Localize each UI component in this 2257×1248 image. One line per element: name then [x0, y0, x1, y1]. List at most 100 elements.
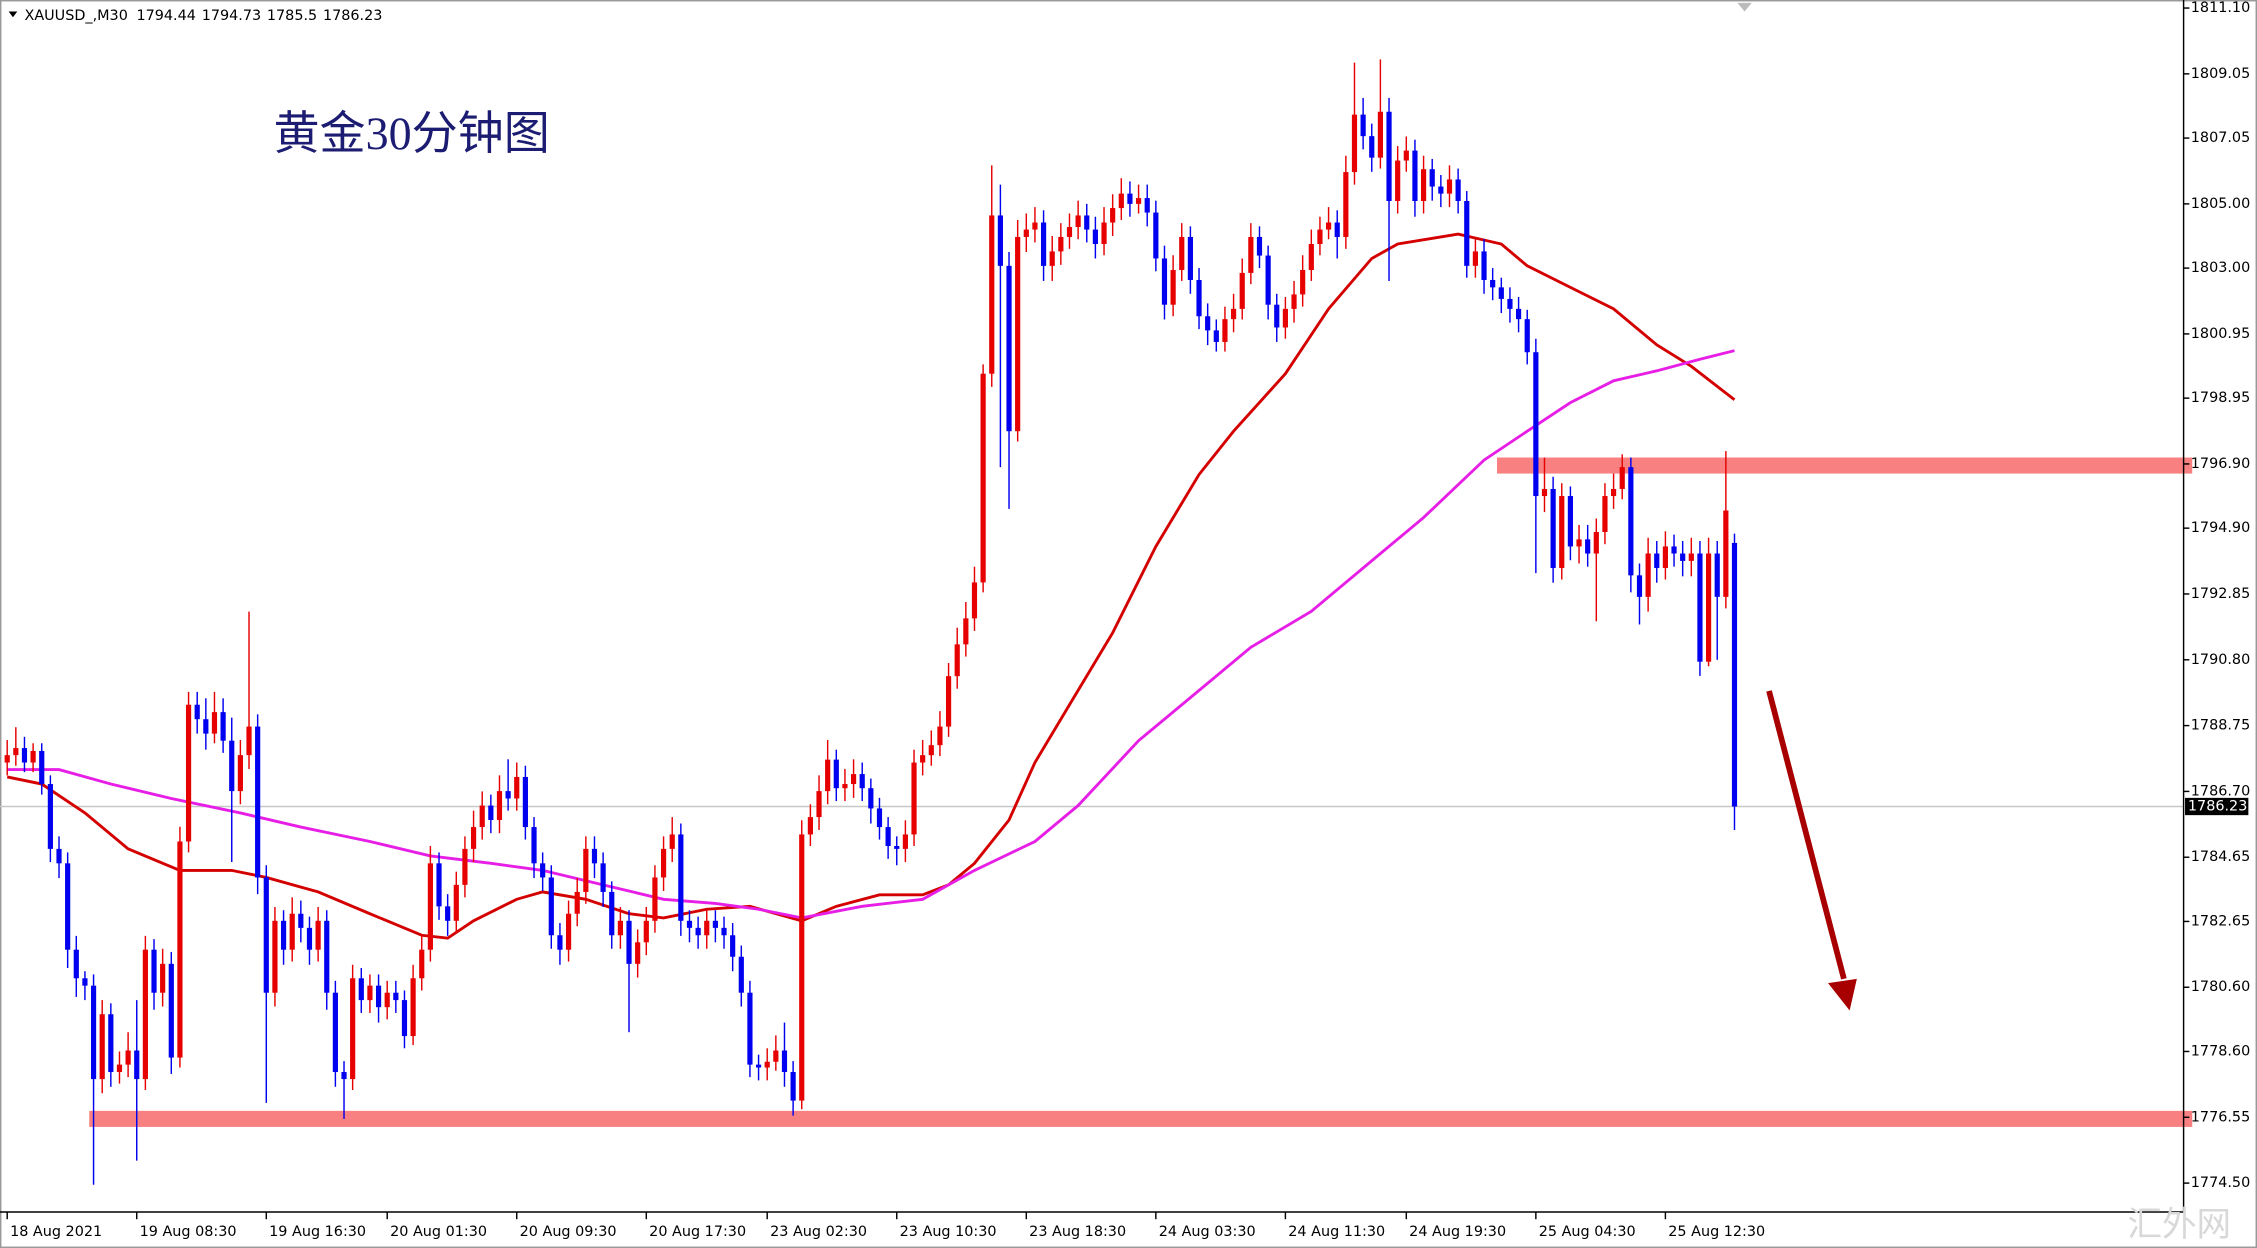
candle-body	[237, 755, 243, 792]
candle-body	[876, 808, 883, 828]
candle-body	[1196, 279, 1202, 317]
candle-body	[583, 848, 589, 892]
open-value: 1794.44	[136, 8, 195, 24]
candle-body	[1680, 553, 1686, 561]
x-tick-label: 20 Aug 17:30	[649, 1224, 746, 1240]
candle-body	[194, 704, 200, 720]
y-tick-label: 1790.80	[2191, 652, 2250, 668]
candle-body	[522, 776, 528, 828]
candle-body	[1101, 222, 1107, 245]
x-tick-label: 23 Aug 18:30	[1029, 1224, 1126, 1240]
candle-body	[773, 1050, 779, 1062]
candle-body	[712, 920, 718, 928]
symbol-header: XAUUSD_,M30 1794.44 1794.73 1785.5 1786.23	[24, 8, 382, 24]
candle-body	[99, 1014, 105, 1080]
candle-body	[280, 920, 287, 950]
candle-body	[1429, 169, 1435, 187]
candle-body	[600, 863, 606, 892]
x-tick-label: 25 Aug 12:30	[1668, 1224, 1765, 1240]
candle-body	[315, 920, 321, 950]
candle-body	[963, 618, 969, 645]
candle-body	[419, 949, 425, 979]
candle-body	[514, 776, 520, 799]
candle-body	[1127, 193, 1133, 204]
candle-body	[306, 927, 313, 950]
candle-body	[1723, 510, 1729, 597]
close-value: 1786.23	[323, 8, 382, 24]
candle-body	[1593, 532, 1599, 554]
y-tick-label: 1784.65	[2191, 849, 2250, 865]
y-tick-label: 1807.05	[2191, 130, 2250, 146]
candle-body	[669, 834, 675, 849]
candle-body	[108, 1014, 114, 1073]
price-zone	[89, 1110, 2193, 1127]
candle-body	[997, 215, 1003, 266]
candle-body	[790, 1072, 796, 1101]
candle-body	[1619, 467, 1625, 489]
candle-body	[1049, 251, 1055, 266]
candle-body	[1714, 553, 1720, 597]
candle-body	[660, 848, 667, 878]
symbol: XAUUSD_,M30	[24, 8, 127, 24]
candle-body	[229, 740, 235, 792]
candle-body	[1705, 553, 1712, 662]
y-tick-label: 1774.50	[2191, 1175, 2250, 1191]
candle-body	[1084, 215, 1090, 230]
price-zone	[1496, 457, 2193, 474]
candle-body	[1317, 229, 1323, 245]
candle-body	[1058, 236, 1064, 252]
candle-body	[565, 913, 572, 950]
candle-body	[626, 920, 632, 964]
candle-body	[747, 992, 753, 1065]
chart-title: 黄金30分钟图	[273, 108, 549, 159]
candle-body	[1636, 575, 1643, 597]
candle-body	[1662, 546, 1668, 568]
candle-body	[479, 805, 485, 828]
candle-body	[1645, 553, 1651, 597]
candle-body	[807, 817, 813, 835]
candle-body	[911, 762, 917, 835]
candle-body	[255, 726, 261, 878]
candle-body	[1144, 198, 1150, 213]
x-tick-label: 24 Aug 11:30	[1288, 1224, 1385, 1240]
candle-body	[1412, 150, 1418, 201]
candle-body	[263, 877, 269, 993]
candle-body	[1610, 488, 1617, 497]
y-tick-label: 1776.55	[2191, 1109, 2250, 1125]
y-tick-label: 1792.85	[2191, 586, 2250, 602]
candle-body	[1541, 488, 1548, 497]
candle-body	[134, 1050, 140, 1080]
candle-body	[652, 877, 658, 921]
candle-body	[1524, 319, 1530, 353]
candle-body	[246, 726, 252, 756]
candle-body	[1464, 200, 1470, 266]
candle-body	[1213, 330, 1219, 342]
candle-body	[1161, 258, 1168, 305]
candle-body	[833, 759, 839, 789]
candle-body	[1023, 229, 1029, 237]
candle-body	[816, 791, 822, 818]
candle-body	[868, 788, 874, 809]
candle-body	[859, 774, 865, 789]
candle-body	[1507, 298, 1513, 309]
candle-body	[850, 774, 857, 785]
candle-body	[1446, 179, 1453, 194]
candle-body	[1153, 212, 1159, 259]
candle-body	[799, 834, 805, 1101]
watermark: 汇外网	[2127, 1205, 2231, 1245]
candle-body	[1438, 186, 1444, 194]
candle-body	[1395, 160, 1401, 201]
candle-body	[1222, 319, 1228, 342]
candle-body	[678, 834, 684, 921]
x-tick-label: 19 Aug 08:30	[140, 1224, 237, 1240]
candle-body	[160, 963, 166, 993]
candle-body	[1308, 244, 1314, 271]
candle-body	[445, 906, 451, 921]
candle-body	[453, 884, 459, 921]
candle-body	[781, 1050, 788, 1073]
y-tick-label: 1798.95	[2191, 390, 2250, 406]
candle-body	[1006, 265, 1012, 432]
candle-body	[90, 985, 97, 1080]
candle-body	[1533, 352, 1539, 497]
